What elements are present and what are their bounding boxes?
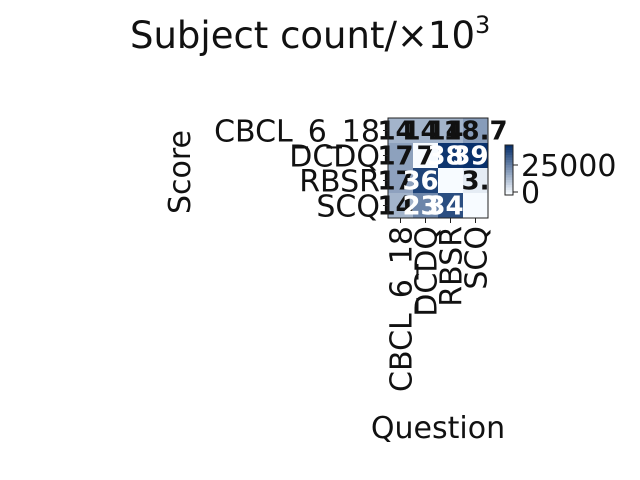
colorbar-segment (505, 147, 513, 151)
colorbar-segment (505, 172, 513, 176)
x-tick-label: CBCL_6_18 (385, 226, 420, 392)
y-axis-label: Score (163, 130, 198, 214)
colorbar-tick-label: 0 (521, 176, 540, 211)
cell-value-label: 39. (452, 142, 498, 172)
colorbar-segment (505, 192, 513, 196)
y-tick-label: RBSR (299, 165, 380, 200)
x-tick-label: RBSR (435, 226, 470, 307)
heatmap-cell (413, 168, 438, 193)
heatmap-cell (388, 193, 413, 218)
heatmap-cell (388, 118, 413, 143)
colorbar-segment (505, 145, 513, 148)
colorbar-segment (505, 150, 513, 153)
cell-value-label: 18.7 (443, 117, 507, 147)
heatmap-cell (388, 143, 413, 168)
x-tick-label: SCQ (460, 226, 495, 290)
x-tick-label: DCDQ (410, 226, 445, 317)
colorbar-segment (505, 190, 513, 193)
heatmap-cell (463, 143, 488, 168)
colorbar-tick-label: 25000 (521, 149, 616, 184)
heatmap-frame (387, 117, 489, 219)
heatmap-cell (463, 193, 488, 218)
heatmap-cell (413, 143, 438, 168)
cell-value-label: 7 (416, 142, 434, 172)
colorbar-segment (505, 167, 513, 171)
colorbar-segment (505, 185, 513, 188)
x-axis-label: Question (371, 411, 505, 446)
chart-title: Subject count/×103 (130, 11, 490, 57)
heatmap-cell (413, 118, 438, 143)
colorbar-segment (505, 180, 513, 183)
colorbar-segment (505, 155, 513, 158)
colorbar-segment (505, 187, 513, 191)
heatmap-grid: 14.14.14.18.717.738.39.17.36. 3.14.23.34. (377, 117, 507, 222)
y-tick-label: SCQ (316, 190, 380, 225)
y-tick-label: DCDQ (289, 140, 380, 175)
colorbar-segment (505, 162, 513, 166)
colorbar-segment (505, 182, 513, 186)
colorbar-frame (504, 144, 514, 196)
heatmap-cell (438, 118, 463, 143)
cell-value-label: 3. (462, 167, 490, 197)
heatmap-cell (413, 193, 438, 218)
colorbar-segment (505, 177, 513, 181)
heatmap-cell (438, 143, 463, 168)
colorbar-segment (505, 160, 513, 163)
y-tick-label: CBCL_6_18 (214, 115, 380, 150)
heatmap-cell (438, 193, 463, 218)
heatmap-cell (388, 168, 413, 193)
colorbar-segment (505, 157, 513, 161)
heatmap-cell (463, 168, 488, 193)
heatmap-cell (463, 118, 488, 143)
colorbar-segment (505, 175, 513, 178)
colorbar-segment (505, 165, 513, 168)
heatmap-cell (438, 168, 463, 193)
colorbar-segment (505, 152, 513, 156)
colorbar-segment (505, 170, 513, 173)
